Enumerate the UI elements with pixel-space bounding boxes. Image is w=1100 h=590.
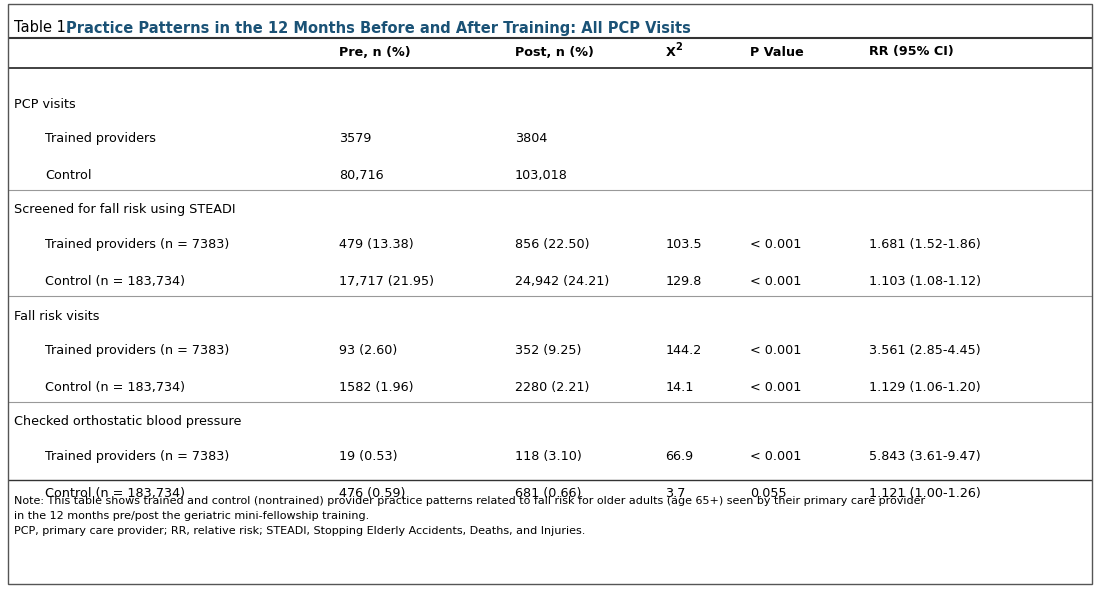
Text: Trained providers (n = 7383): Trained providers (n = 7383) bbox=[45, 238, 229, 251]
Text: Control: Control bbox=[45, 169, 91, 182]
Text: 103,018: 103,018 bbox=[515, 169, 568, 182]
Text: Fall risk visits: Fall risk visits bbox=[14, 310, 100, 323]
Text: Trained providers (n = 7383): Trained providers (n = 7383) bbox=[45, 344, 229, 357]
Text: Control (n = 183,734): Control (n = 183,734) bbox=[45, 487, 185, 500]
Text: Trained providers (n = 7383): Trained providers (n = 7383) bbox=[45, 450, 229, 463]
Text: 1.129 (1.06-1.20): 1.129 (1.06-1.20) bbox=[869, 381, 980, 394]
Text: < 0.001: < 0.001 bbox=[750, 381, 802, 394]
Text: 144.2: 144.2 bbox=[666, 344, 702, 357]
Text: 1.681 (1.52-1.86): 1.681 (1.52-1.86) bbox=[869, 238, 981, 251]
Text: 19 (0.53): 19 (0.53) bbox=[339, 450, 397, 463]
Text: 2: 2 bbox=[675, 42, 682, 52]
Text: 3579: 3579 bbox=[339, 132, 371, 145]
Text: Control (n = 183,734): Control (n = 183,734) bbox=[45, 275, 185, 288]
Text: 3804: 3804 bbox=[515, 132, 547, 145]
Text: 5.843 (3.61-9.47): 5.843 (3.61-9.47) bbox=[869, 450, 980, 463]
Text: Screened for fall risk using STEADI: Screened for fall risk using STEADI bbox=[14, 204, 235, 217]
Text: Trained providers: Trained providers bbox=[45, 132, 156, 145]
Text: Control (n = 183,734): Control (n = 183,734) bbox=[45, 381, 185, 394]
Text: Table 1.: Table 1. bbox=[14, 21, 76, 35]
Text: 1582 (1.96): 1582 (1.96) bbox=[339, 381, 414, 394]
Text: Practice Patterns in the 12 Months Before and After Training: All PCP Visits: Practice Patterns in the 12 Months Befor… bbox=[66, 21, 691, 35]
Text: 3.561 (2.85-4.45): 3.561 (2.85-4.45) bbox=[869, 344, 980, 357]
Text: 118 (3.10): 118 (3.10) bbox=[515, 450, 582, 463]
Text: PCP, primary care provider; RR, relative risk; STEADI, Stopping Elderly Accident: PCP, primary care provider; RR, relative… bbox=[14, 526, 585, 536]
Text: P Value: P Value bbox=[750, 45, 804, 58]
Text: 14.1: 14.1 bbox=[666, 381, 694, 394]
Text: < 0.001: < 0.001 bbox=[750, 450, 802, 463]
Text: Checked orthostatic blood pressure: Checked orthostatic blood pressure bbox=[14, 415, 242, 428]
Text: 80,716: 80,716 bbox=[339, 169, 384, 182]
Text: 103.5: 103.5 bbox=[666, 238, 702, 251]
Text: 352 (9.25): 352 (9.25) bbox=[515, 344, 581, 357]
Text: 2280 (2.21): 2280 (2.21) bbox=[515, 381, 590, 394]
Text: Post, n (%): Post, n (%) bbox=[515, 45, 594, 58]
Text: < 0.001: < 0.001 bbox=[750, 238, 802, 251]
Text: X: X bbox=[666, 45, 675, 58]
Text: 93 (2.60): 93 (2.60) bbox=[339, 344, 397, 357]
Text: Pre, n (%): Pre, n (%) bbox=[339, 45, 410, 58]
Text: 0.055: 0.055 bbox=[750, 487, 786, 500]
Text: Note: This table shows trained and control (nontrained) provider practice patter: Note: This table shows trained and contr… bbox=[14, 496, 925, 506]
Text: in the 12 months pre/post the geriatric mini-fellowship training.: in the 12 months pre/post the geriatric … bbox=[14, 511, 370, 521]
Text: 476 (0.59): 476 (0.59) bbox=[339, 487, 405, 500]
Text: PCP visits: PCP visits bbox=[14, 97, 76, 110]
Text: RR (95% CI): RR (95% CI) bbox=[869, 45, 954, 58]
Text: 17,717 (21.95): 17,717 (21.95) bbox=[339, 275, 433, 288]
Text: 3.7: 3.7 bbox=[666, 487, 686, 500]
Text: 681 (0.66): 681 (0.66) bbox=[515, 487, 581, 500]
Text: 479 (13.38): 479 (13.38) bbox=[339, 238, 414, 251]
Text: < 0.001: < 0.001 bbox=[750, 344, 802, 357]
Text: 856 (22.50): 856 (22.50) bbox=[515, 238, 590, 251]
Text: 24,942 (24.21): 24,942 (24.21) bbox=[515, 275, 609, 288]
Text: 1.103 (1.08-1.12): 1.103 (1.08-1.12) bbox=[869, 275, 981, 288]
Text: 129.8: 129.8 bbox=[666, 275, 702, 288]
Text: 1.121 (1.00-1.26): 1.121 (1.00-1.26) bbox=[869, 487, 981, 500]
Text: 66.9: 66.9 bbox=[666, 450, 694, 463]
Text: < 0.001: < 0.001 bbox=[750, 275, 802, 288]
